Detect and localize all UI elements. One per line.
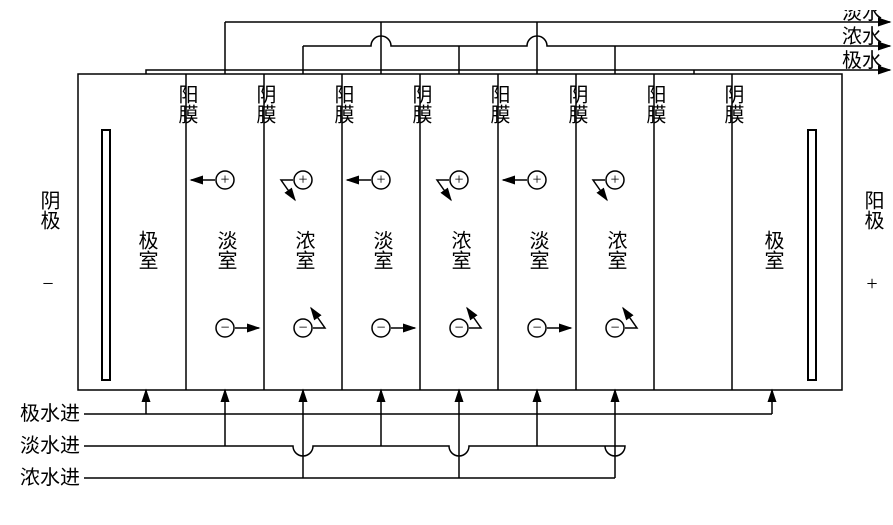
ion-sign: − — [220, 320, 229, 337]
membrane-label: 阴膜 — [565, 84, 588, 124]
chamber-label: 淡室 — [370, 230, 393, 270]
ion-arrow-deflect — [623, 308, 637, 328]
dilute-in-manifold — [84, 446, 625, 456]
membrane-label: 阳膜 — [175, 84, 198, 124]
output-label: 极水 — [842, 49, 882, 72]
chamber-label: 浓室 — [604, 230, 627, 270]
membrane-label: 阴膜 — [721, 84, 744, 124]
ion-arrow-deflect — [281, 180, 295, 200]
ion-sign: − — [454, 320, 463, 337]
input-label: 极水进 — [20, 402, 80, 425]
anode-sign: + — [866, 273, 877, 295]
membrane-label: 阴膜 — [253, 84, 276, 124]
chamber-label: 极室 — [761, 230, 784, 270]
ion-sign: − — [532, 320, 541, 337]
output-label: 浓水 — [842, 25, 882, 48]
input-label: 浓水进 — [20, 466, 80, 489]
chamber-label: 极室 — [135, 230, 158, 270]
ion-sign: − — [298, 320, 307, 337]
ion-sign: − — [376, 320, 385, 337]
anode — [808, 130, 816, 380]
chamber-label: 淡室 — [526, 230, 549, 270]
cathode-label: 阴极 — [37, 190, 60, 230]
chamber-label: 浓室 — [448, 230, 471, 270]
ion-sign: + — [298, 172, 307, 189]
membrane-label: 阳膜 — [643, 84, 666, 124]
output-label: 淡水 — [842, 10, 882, 24]
ion-arrow-deflect — [467, 308, 481, 328]
ion-arrow-deflect — [437, 180, 451, 200]
ion-sign: + — [376, 172, 385, 189]
ion-arrow-deflect — [593, 180, 607, 200]
conc-manifold — [303, 36, 842, 46]
membrane-label: 阳膜 — [487, 84, 510, 124]
cathode — [102, 130, 110, 380]
cathode-sign: − — [42, 273, 53, 295]
ion-sign: + — [610, 172, 619, 189]
chamber-label: 淡室 — [214, 230, 237, 270]
chamber-label: 浓室 — [292, 230, 315, 270]
electrodialysis-diagram: 阳膜阴膜阳膜阴膜阳膜阴膜阳膜阴膜阴极−阳极+极室淡室浓室淡室浓室淡室浓室极室淡水… — [10, 10, 893, 515]
ion-sign: + — [220, 172, 229, 189]
membrane-label: 阴膜 — [409, 84, 432, 124]
ion-arrow-deflect — [311, 308, 325, 328]
anode-label: 阳极 — [861, 190, 884, 230]
ion-sign: + — [532, 172, 541, 189]
input-label: 淡水进 — [20, 434, 80, 457]
membrane-label: 阳膜 — [331, 84, 354, 124]
ion-sign: + — [454, 172, 463, 189]
ion-sign: − — [610, 320, 619, 337]
